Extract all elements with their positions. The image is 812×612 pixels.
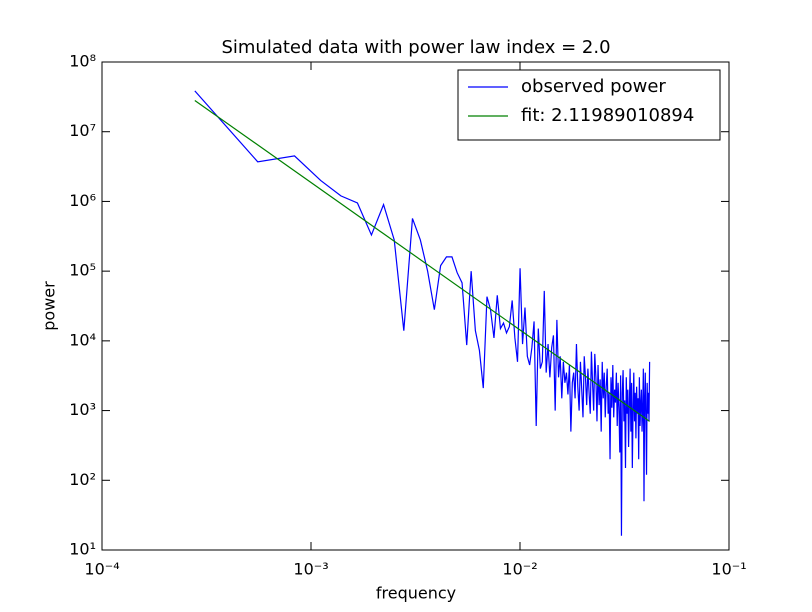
axes-frame (101, 61, 730, 551)
x-axis-label: frequency (376, 584, 456, 603)
legend-label: fit: 2.11989010894 (521, 105, 694, 126)
y-tick-label: 10³ (69, 400, 96, 419)
chart-title: Simulated data with power law index = 2.… (221, 37, 610, 58)
legend-box (457, 69, 721, 141)
y-tick-label: 10⁷ (69, 121, 96, 140)
y-tick-label: 10⁴ (69, 330, 96, 349)
y-tick-label: 10⁶ (69, 191, 96, 210)
x-tick-label: 10⁻¹ (711, 560, 746, 579)
series-line (194, 100, 650, 422)
legend-label: observed power (521, 76, 666, 97)
y-tick-label: 10¹ (69, 540, 96, 559)
series-line (194, 90, 651, 536)
y-axis-label: power (40, 281, 59, 331)
y-tick-label: 10⁸ (69, 52, 96, 71)
x-tick-label: 10⁻³ (293, 560, 328, 579)
x-tick-label: 10⁻² (502, 560, 537, 579)
x-tick-label: 10⁻⁴ (84, 560, 119, 579)
y-tick-label: 10⁵ (69, 261, 96, 280)
y-tick-label: 10² (69, 470, 96, 489)
